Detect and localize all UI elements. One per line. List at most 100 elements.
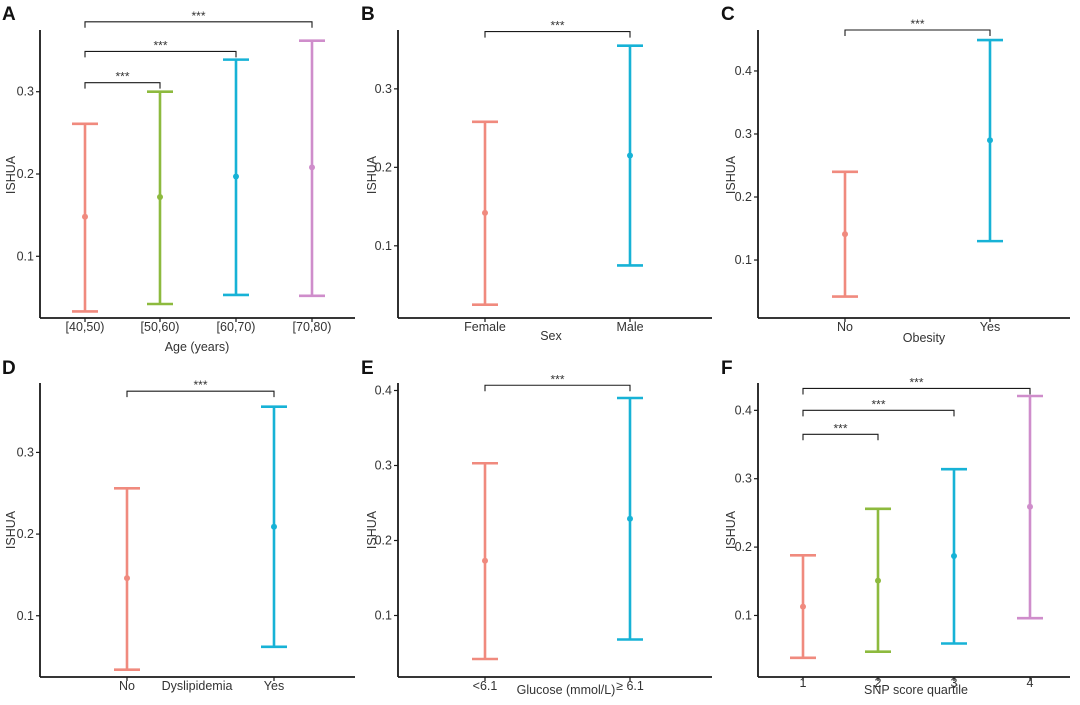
y-tick-label: 0.3 — [17, 445, 34, 459]
bracket-line — [844, 29, 991, 36]
panel-letter: B — [361, 4, 375, 25]
error-bar-1 — [114, 487, 140, 671]
panel-letter: A — [2, 4, 16, 25]
mean-point — [951, 552, 957, 559]
panel-c: C 0.1 0.2 0.3 0.4 No Yes ISHUA Obesity *** — [721, 4, 1070, 345]
significance-bracket-1: *** — [484, 372, 631, 392]
error-bar-2 — [617, 396, 643, 641]
y-axis-title: ISHUA — [724, 155, 738, 194]
significance-bracket-1: *** — [484, 19, 631, 38]
panel-f: F 0.1 0.2 0.3 0.4 1 2 3 4 ISHUA SNP score quartile… — [721, 358, 1070, 697]
x-axis-title: Glucose (mmol/L) — [517, 683, 616, 697]
y-tick-label: 0.3 — [735, 472, 752, 486]
x-axis-title: SNP score quartile — [864, 683, 968, 697]
y-tick-label: 0.1 — [375, 609, 392, 623]
bracket-line — [802, 433, 879, 441]
y-axis-title: ISHUA — [4, 510, 18, 549]
y-tick-label: 0.2 — [375, 160, 392, 174]
error-bar-1 — [790, 553, 816, 660]
x-axis-title: Dyslipidemia — [162, 679, 233, 693]
mean-point — [482, 557, 488, 564]
x-tick-label: <6.1 — [473, 679, 498, 693]
error-bar-1 — [472, 461, 498, 661]
error-bar-1 — [472, 120, 498, 306]
panel-letter: C — [721, 4, 735, 25]
y-tick-label: 0.4 — [735, 64, 752, 78]
y-tick-label: 0.3 — [735, 127, 752, 141]
y-tick-label: 0.1 — [17, 249, 34, 263]
y-tick-label: 0.3 — [375, 82, 392, 96]
error-bar-4 — [299, 39, 325, 298]
error-bar-3 — [223, 58, 249, 297]
x-tick-label: Yes — [980, 320, 1000, 334]
error-bar-3 — [941, 467, 967, 645]
y-axis-title: ISHUA — [4, 155, 18, 194]
significance-bracket-1: *** — [84, 70, 161, 89]
error-bar-1 — [72, 122, 98, 313]
panel-a: A 0.1 0.2 0.3 [40,50) [50,60) [60,70) [70,80) IS… — [2, 4, 355, 354]
significance-label: *** — [909, 375, 923, 389]
x-tick-label: 4 — [1027, 676, 1034, 690]
y-tick-label: 0.1 — [375, 239, 392, 253]
panel-letter: E — [361, 358, 374, 379]
mean-point — [875, 577, 881, 584]
x-tick-label: Female — [464, 320, 506, 334]
bracket-line — [84, 50, 237, 58]
x-tick-label: [40,50) — [66, 320, 105, 334]
bracket-line — [126, 390, 275, 398]
x-tick-label: 1 — [800, 676, 807, 690]
significance-label: *** — [115, 70, 129, 84]
significance-bracket-2: *** — [84, 38, 237, 58]
panel-e: E 0.1 0.2 0.3 0.4 <6.1 ≥ 6.1 ISHUA Glucose (mmol… — [361, 358, 712, 697]
x-axis-title: Sex — [540, 329, 562, 343]
x-tick-label: [60,70) — [217, 320, 256, 334]
error-bar-2 — [865, 507, 891, 654]
bracket-line — [84, 82, 161, 89]
x-tick-label: [50,60) — [141, 320, 180, 334]
significance-label: *** — [550, 372, 564, 386]
bracket-line — [802, 409, 955, 417]
significance-label: *** — [550, 19, 564, 33]
mean-point — [1027, 503, 1033, 510]
bracket-line — [484, 31, 631, 38]
y-tick-label: 0.2 — [17, 527, 34, 541]
mean-point — [82, 213, 88, 220]
significance-bracket-1: *** — [126, 378, 275, 398]
y-tick-label: 0.2 — [375, 534, 392, 548]
y-axis-title: ISHUA — [365, 510, 379, 549]
error-bar-1 — [832, 170, 858, 298]
y-tick-label: 0.4 — [735, 403, 752, 417]
x-tick-label: 2 — [875, 676, 882, 690]
y-tick-label: 0.2 — [17, 167, 34, 181]
x-tick-label: [70,80) — [293, 320, 332, 334]
significance-bracket-3: *** — [84, 9, 313, 28]
y-axis-title: ISHUA — [724, 510, 738, 549]
significance-label: *** — [193, 378, 207, 392]
mean-point — [987, 137, 993, 144]
y-tick-label: 0.3 — [17, 85, 34, 99]
mean-point — [309, 164, 315, 171]
error-bar-2 — [977, 38, 1003, 243]
error-bar-2 — [147, 90, 173, 306]
mean-point — [627, 152, 633, 159]
y-tick-label: 0.1 — [735, 608, 752, 622]
significance-bracket-3: *** — [802, 375, 1031, 395]
x-tick-label: ≥ 6.1 — [616, 679, 644, 693]
y-tick-label: 0.1 — [17, 609, 34, 623]
panel-letter: D — [2, 358, 16, 379]
y-tick-label: 0.1 — [735, 253, 752, 267]
significance-label: *** — [191, 9, 205, 23]
y-tick-label: 0.2 — [735, 540, 752, 554]
mean-point — [800, 603, 806, 610]
significance-bracket-1: *** — [802, 421, 879, 441]
x-tick-label: 3 — [951, 676, 958, 690]
bracket-line — [802, 387, 1031, 395]
error-bar-2 — [617, 44, 643, 267]
error-bar-2 — [261, 405, 287, 649]
y-tick-label: 0.2 — [735, 190, 752, 204]
x-tick-label: Male — [616, 320, 643, 334]
y-tick-label: 0.4 — [375, 384, 392, 398]
significance-bracket-2: *** — [802, 397, 955, 417]
x-axis-title: Obesity — [903, 331, 946, 345]
significance-bracket-1: *** — [844, 17, 991, 36]
